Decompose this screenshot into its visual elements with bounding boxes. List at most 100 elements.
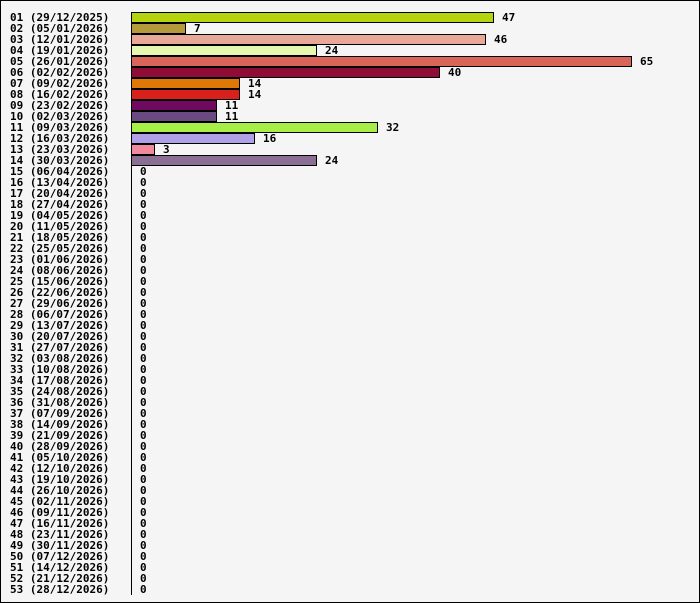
value-label: 32 — [386, 121, 399, 134]
value-label: 0 — [140, 165, 147, 178]
category-label: 35 (24/08/2026) — [10, 385, 109, 398]
value-label: 0 — [140, 341, 147, 354]
category-label: 19 (04/05/2026) — [10, 209, 109, 222]
value-label: 46 — [494, 33, 508, 46]
bar — [131, 23, 186, 34]
category-label: 49 (30/11/2026) — [10, 539, 109, 552]
value-label: 0 — [140, 495, 147, 508]
value-label: 47 — [502, 11, 515, 24]
value-label: 0 — [140, 275, 147, 288]
bar — [131, 100, 217, 111]
value-label: 0 — [140, 231, 147, 244]
value-label: 0 — [140, 385, 147, 398]
category-label: 39 (21/09/2026) — [10, 429, 109, 442]
value-label: 0 — [140, 550, 147, 563]
category-label: 11 (09/03/2026) — [10, 121, 109, 134]
value-label: 0 — [140, 561, 147, 574]
bar — [131, 12, 494, 23]
category-label: 27 (29/06/2026) — [10, 297, 109, 310]
value-label: 24 — [325, 44, 339, 57]
category-label: 23 (01/06/2026) — [10, 253, 109, 266]
value-label: 0 — [140, 198, 147, 211]
category-label: 13 (23/03/2026) — [10, 143, 109, 156]
value-label: 0 — [140, 451, 147, 464]
value-label: 0 — [140, 352, 147, 365]
value-label: 0 — [140, 506, 147, 519]
category-label: 16 (13/04/2026) — [10, 176, 109, 189]
category-label: 18 (27/04/2026) — [10, 198, 109, 211]
category-label: 43 (19/10/2026) — [10, 473, 109, 486]
value-label: 0 — [140, 440, 147, 453]
category-label: 44 (26/10/2026) — [10, 484, 109, 497]
value-label: 0 — [140, 407, 147, 420]
category-label: 46 (09/11/2026) — [10, 506, 109, 519]
bar — [131, 78, 240, 89]
category-label: 28 (06/07/2026) — [10, 308, 109, 321]
category-label: 38 (14/09/2026) — [10, 418, 109, 431]
category-label: 40 (28/09/2026) — [10, 440, 109, 453]
value-label: 0 — [140, 539, 147, 552]
value-label: 0 — [140, 429, 147, 442]
category-label: 47 (16/11/2026) — [10, 517, 109, 530]
category-label: 41 (05/10/2026) — [10, 451, 109, 464]
category-label: 53 (28/12/2026) — [10, 583, 109, 596]
category-label: 33 (10/08/2026) — [10, 363, 109, 376]
value-label: 0 — [140, 396, 147, 409]
value-label: 65 — [640, 55, 653, 68]
value-label: 40 — [448, 66, 461, 79]
category-label: 15 (06/04/2026) — [10, 165, 109, 178]
value-label: 11 — [225, 99, 239, 112]
value-label: 0 — [140, 374, 147, 387]
value-label: 0 — [140, 187, 147, 200]
category-label: 01 (29/12/2025) — [10, 11, 109, 24]
category-label: 22 (25/05/2026) — [10, 242, 109, 255]
category-label: 09 (23/02/2026) — [10, 99, 109, 112]
bar — [131, 133, 255, 144]
value-label: 3 — [163, 143, 170, 156]
value-label: 0 — [140, 319, 147, 332]
category-label: 36 (31/08/2026) — [10, 396, 109, 409]
category-label: 04 (19/01/2026) — [10, 44, 109, 57]
category-label: 30 (20/07/2026) — [10, 330, 109, 343]
bar — [131, 122, 378, 133]
bar — [131, 155, 317, 166]
category-label: 24 (08/06/2026) — [10, 264, 109, 277]
category-label: 50 (07/12/2026) — [10, 550, 109, 563]
category-label: 21 (18/05/2026) — [10, 231, 109, 244]
category-label: 14 (30/03/2026) — [10, 154, 109, 167]
category-label: 10 (02/03/2026) — [10, 110, 109, 123]
bar — [131, 67, 440, 78]
value-label: 0 — [140, 528, 147, 541]
category-label: 51 (14/12/2026) — [10, 561, 109, 574]
bar — [131, 56, 632, 67]
value-label: 0 — [140, 297, 147, 310]
value-label: 0 — [140, 484, 147, 497]
category-label: 31 (27/07/2026) — [10, 341, 109, 354]
value-label: 0 — [140, 209, 147, 222]
bar — [131, 144, 155, 155]
category-label: 02 (05/01/2026) — [10, 22, 109, 35]
value-label: 14 — [248, 88, 262, 101]
category-label: 25 (15/06/2026) — [10, 275, 109, 288]
value-label: 0 — [140, 517, 147, 530]
category-label: 37 (07/09/2026) — [10, 407, 109, 420]
value-label: 7 — [194, 22, 201, 35]
category-label: 12 (16/03/2026) — [10, 132, 109, 145]
bar — [131, 89, 240, 100]
value-label: 0 — [140, 253, 147, 266]
category-label: 03 (12/01/2026) — [10, 33, 109, 46]
category-label: 08 (16/02/2026) — [10, 88, 109, 101]
value-label: 0 — [140, 220, 147, 233]
value-label: 0 — [140, 462, 147, 475]
category-label: 52 (21/12/2026) — [10, 572, 109, 585]
category-label: 20 (11/05/2026) — [10, 220, 109, 233]
value-label: 0 — [140, 572, 147, 585]
value-label: 24 — [325, 154, 339, 167]
category-label: 26 (22/06/2026) — [10, 286, 109, 299]
value-label: 0 — [140, 473, 147, 486]
category-label: 17 (20/04/2026) — [10, 187, 109, 200]
value-label: 0 — [140, 264, 147, 277]
category-label: 45 (02/11/2026) — [10, 495, 109, 508]
